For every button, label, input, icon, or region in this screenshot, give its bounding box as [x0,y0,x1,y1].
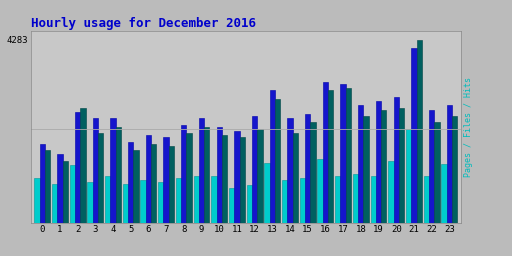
Bar [394,97,399,223]
Bar [364,116,369,223]
Bar [62,161,68,223]
Bar [282,180,287,223]
Bar [434,122,440,223]
Bar [446,105,452,223]
Bar [229,188,234,223]
Bar [98,133,103,223]
Bar [176,178,181,223]
Bar [406,129,411,223]
Bar [45,150,50,223]
Bar [133,150,139,223]
Bar [323,82,328,223]
Bar [57,154,62,223]
Bar [257,129,263,223]
Bar [358,105,364,223]
Bar [310,122,316,223]
Bar [300,178,305,223]
Bar [186,133,192,223]
Bar [34,178,39,223]
Bar [335,176,340,223]
Bar [111,118,116,223]
Bar [411,48,417,223]
Bar [381,110,387,223]
Bar [270,90,275,223]
Bar [371,176,376,223]
Bar [199,118,204,223]
Bar [399,108,404,223]
Bar [388,161,394,223]
Bar [163,137,169,223]
Bar [194,176,199,223]
Bar [353,174,358,223]
Bar [376,101,381,223]
Bar [252,116,257,223]
Bar [293,133,298,223]
Text: Hourly usage for December 2016: Hourly usage for December 2016 [31,17,255,29]
Bar [346,88,351,223]
Bar [423,176,429,223]
Bar [39,144,45,223]
Bar [429,110,434,223]
Bar [211,176,217,223]
Bar [105,176,111,223]
Bar [317,159,323,223]
Bar [222,135,227,223]
Bar [264,163,270,223]
Bar [158,182,163,223]
Bar [441,164,446,223]
Bar [88,182,93,223]
Bar [75,112,80,223]
Bar [417,40,422,223]
Bar [247,185,252,223]
Bar [70,165,75,223]
Bar [234,131,240,223]
Bar [204,127,209,223]
Bar [52,184,57,223]
Bar [287,118,293,223]
Bar [151,144,156,223]
Bar [305,114,310,223]
Bar [217,127,222,223]
Bar [275,99,280,223]
Bar [123,184,128,223]
Bar [116,127,121,223]
Bar [340,84,346,223]
Bar [181,125,186,223]
Bar [328,90,333,223]
Bar [128,142,133,223]
Bar [146,135,151,223]
Bar [169,146,174,223]
Bar [452,116,457,223]
Y-axis label: Pages / Files / Hits: Pages / Files / Hits [463,77,473,177]
Bar [93,118,98,223]
Bar [240,137,245,223]
Bar [140,180,146,223]
Bar [80,108,86,223]
